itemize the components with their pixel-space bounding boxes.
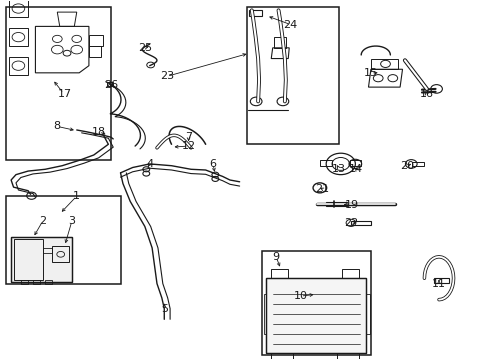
Text: 6: 6 xyxy=(209,159,216,169)
Polygon shape xyxy=(266,278,366,353)
Text: 16: 16 xyxy=(419,89,433,99)
Text: 12: 12 xyxy=(181,141,195,151)
Text: 23: 23 xyxy=(159,71,173,81)
Text: 10: 10 xyxy=(293,291,307,301)
Text: 9: 9 xyxy=(272,252,279,262)
Text: 25: 25 xyxy=(138,43,152,53)
Text: 4: 4 xyxy=(146,159,153,169)
Polygon shape xyxy=(11,237,72,282)
Text: 26: 26 xyxy=(103,80,118,90)
Text: 3: 3 xyxy=(68,216,75,226)
Text: 19: 19 xyxy=(344,200,358,210)
Text: 8: 8 xyxy=(54,121,61,131)
Text: 14: 14 xyxy=(348,164,363,174)
Text: 18: 18 xyxy=(91,127,105,137)
Text: 2: 2 xyxy=(39,216,46,226)
Text: 5: 5 xyxy=(161,303,167,314)
Text: 15: 15 xyxy=(363,68,377,78)
Text: 20: 20 xyxy=(400,161,414,171)
Text: 13: 13 xyxy=(332,164,346,174)
Text: 17: 17 xyxy=(58,89,72,99)
Text: 22: 22 xyxy=(344,218,358,228)
Text: 24: 24 xyxy=(283,19,297,30)
Text: 21: 21 xyxy=(315,184,329,194)
Text: 1: 1 xyxy=(73,191,80,201)
Text: 7: 7 xyxy=(184,132,192,142)
Text: 11: 11 xyxy=(431,279,445,289)
